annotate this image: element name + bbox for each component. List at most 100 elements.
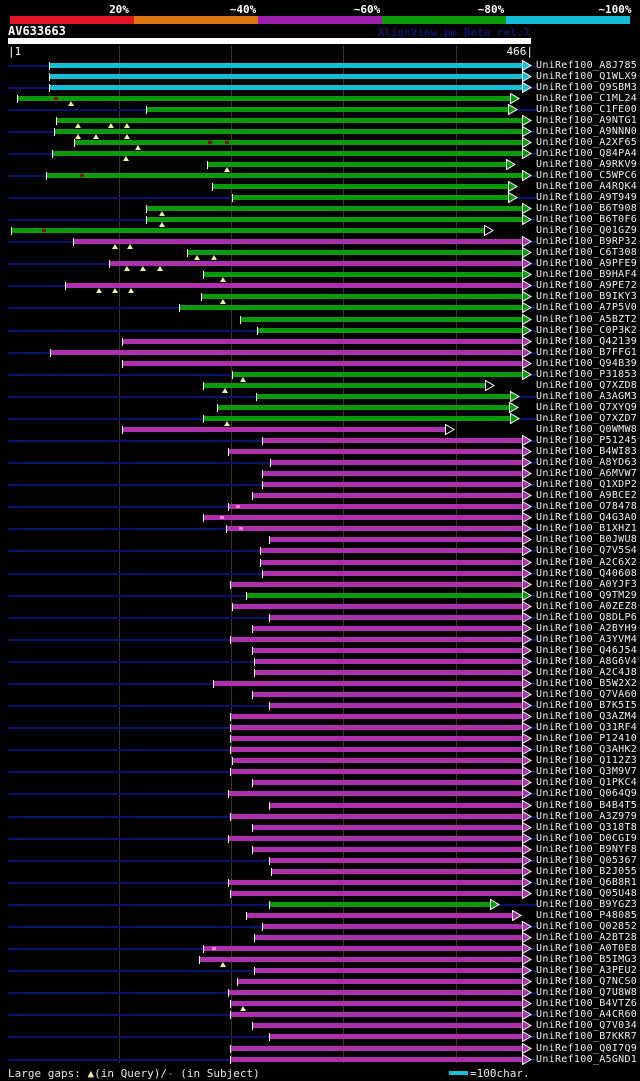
alignment-bar[interactable] bbox=[253, 1023, 522, 1028]
alignment-bar[interactable] bbox=[50, 85, 522, 90]
alignment-bar[interactable] bbox=[229, 990, 522, 995]
alignment-bar[interactable] bbox=[204, 383, 485, 388]
hit-label[interactable]: UniRef100_Q3AZM4 bbox=[536, 711, 638, 722]
hit-label[interactable]: UniRef100_B1XHZ1 bbox=[536, 523, 638, 534]
alignment-bar[interactable] bbox=[75, 140, 522, 145]
hit-label[interactable]: UniRef100_Q94B39 bbox=[536, 358, 638, 369]
alignment-bar[interactable] bbox=[47, 173, 522, 178]
hit-label[interactable]: UniRef100_Q05367 bbox=[536, 855, 638, 866]
alignment-bar[interactable] bbox=[255, 968, 522, 973]
alignment-bar[interactable] bbox=[231, 714, 522, 719]
alignment-bar[interactable] bbox=[123, 339, 522, 344]
alignment-bar[interactable] bbox=[213, 184, 508, 189]
alignment-bar[interactable] bbox=[257, 394, 510, 399]
hit-label[interactable]: UniRef100_A2C6X2 bbox=[536, 557, 638, 568]
alignment-bar[interactable] bbox=[227, 526, 522, 531]
hit-label[interactable]: UniRef100_A0YJF3 bbox=[536, 579, 638, 590]
alignment-bar[interactable] bbox=[51, 350, 522, 355]
hit-label[interactable]: UniRef100_Q7V034 bbox=[536, 1020, 638, 1031]
hit-label[interactable]: UniRef100_Q0WMW8 bbox=[536, 424, 638, 435]
alignment-bar[interactable] bbox=[270, 902, 490, 907]
hit-label[interactable]: UniRef100_Q1PKC4 bbox=[536, 777, 638, 788]
alignment-bar[interactable] bbox=[204, 515, 522, 520]
alignment-bar[interactable] bbox=[231, 1012, 522, 1017]
hit-label[interactable]: UniRef100_A2C4J8 bbox=[536, 667, 638, 678]
alignment-bar[interactable] bbox=[263, 924, 522, 929]
alignment-bar[interactable] bbox=[253, 780, 522, 785]
alignment-bar[interactable] bbox=[204, 272, 522, 277]
hit-label[interactable]: UniRef100_A4CR60 bbox=[536, 1009, 638, 1020]
hit-label[interactable]: UniRef100_A9RKV9 bbox=[536, 159, 638, 170]
hit-label[interactable]: UniRef100_P12410 bbox=[536, 733, 638, 744]
alignment-bar[interactable] bbox=[147, 217, 522, 222]
alignment-bar[interactable] bbox=[229, 791, 522, 796]
hit-label[interactable]: UniRef100_Q3M9V7 bbox=[536, 766, 638, 777]
alignment-bar[interactable] bbox=[261, 560, 522, 565]
alignment-bar[interactable] bbox=[247, 593, 522, 598]
hit-label[interactable]: UniRef100_Q9SBM3 bbox=[536, 82, 638, 93]
alignment-bar[interactable] bbox=[231, 769, 522, 774]
alignment-bar[interactable] bbox=[253, 648, 522, 653]
alignment-bar[interactable] bbox=[66, 283, 522, 288]
alignment-bar[interactable] bbox=[255, 659, 522, 664]
alignment-bar[interactable] bbox=[231, 1001, 522, 1006]
alignment-bar[interactable] bbox=[123, 427, 445, 432]
alignment-bar[interactable] bbox=[18, 96, 510, 101]
alignment-bar[interactable] bbox=[180, 305, 522, 310]
hit-label[interactable]: UniRef100_B9IKY3 bbox=[536, 291, 638, 302]
hit-label[interactable]: UniRef100_Q46J54 bbox=[536, 645, 638, 656]
hit-label[interactable]: UniRef100_B5IMG3 bbox=[536, 954, 638, 965]
alignment-bar[interactable] bbox=[270, 858, 522, 863]
alignment-bar[interactable] bbox=[258, 328, 522, 333]
alignment-bar[interactable] bbox=[50, 74, 522, 79]
hit-label[interactable]: UniRef100_Q064Q9 bbox=[536, 788, 638, 799]
hit-label[interactable]: UniRef100_A4RQK4 bbox=[536, 181, 638, 192]
alignment-bar[interactable] bbox=[208, 162, 506, 167]
hit-label[interactable]: UniRef100_B4VTZ6 bbox=[536, 998, 638, 1009]
hit-label[interactable]: UniRef100_A5BZT2 bbox=[536, 314, 638, 325]
alignment-bar[interactable] bbox=[74, 239, 522, 244]
hit-label[interactable]: UniRef100_Q42139 bbox=[536, 336, 638, 347]
hit-label[interactable]: UniRef100_Q7V5S4 bbox=[536, 545, 638, 556]
hit-label[interactable]: UniRef100_A3AGM3 bbox=[536, 391, 638, 402]
alignment-bar[interactable] bbox=[241, 317, 522, 322]
hit-label[interactable]: UniRef100_P51245 bbox=[536, 435, 638, 446]
hit-label[interactable]: UniRef100_D0CGI9 bbox=[536, 833, 638, 844]
alignment-bar[interactable] bbox=[255, 935, 522, 940]
hit-label[interactable]: UniRef100_C1ML24 bbox=[536, 93, 638, 104]
hit-label[interactable]: UniRef100_A3YVM4 bbox=[536, 634, 638, 645]
alignment-bar[interactable] bbox=[270, 703, 522, 708]
alignment-bar[interactable] bbox=[229, 880, 522, 885]
hit-label[interactable]: UniRef100_A8G6V4 bbox=[536, 656, 638, 667]
hit-label[interactable]: UniRef100_Q31RF4 bbox=[536, 722, 638, 733]
hit-label[interactable]: UniRef100_A8YD63 bbox=[536, 457, 638, 468]
alignment-bar[interactable] bbox=[270, 1034, 522, 1039]
alignment-bar[interactable] bbox=[57, 118, 522, 123]
hit-label[interactable]: UniRef100_Q05U48 bbox=[536, 888, 638, 899]
hit-label[interactable]: UniRef100_Q8DLP6 bbox=[536, 612, 638, 623]
hit-label[interactable]: UniRef100_A2XF65 bbox=[536, 137, 638, 148]
alignment-bar[interactable] bbox=[147, 206, 522, 211]
hit-label[interactable]: UniRef100_Q7VA60 bbox=[536, 689, 638, 700]
hit-label[interactable]: UniRef100_P48085 bbox=[536, 910, 638, 921]
alignment-bar[interactable] bbox=[247, 913, 512, 918]
hit-label[interactable]: UniRef100_A6MVW7 bbox=[536, 468, 638, 479]
hit-label[interactable]: UniRef100_Q3AHK2 bbox=[536, 744, 638, 755]
alignment-bar[interactable] bbox=[238, 979, 522, 984]
hit-label[interactable]: UniRef100_Q1XDP2 bbox=[536, 479, 638, 490]
hit-label[interactable]: UniRef100_B9HAF4 bbox=[536, 269, 638, 280]
hit-label[interactable]: UniRef100_Q112Z3 bbox=[536, 755, 638, 766]
alignment-bar[interactable] bbox=[231, 1057, 522, 1062]
hit-label[interactable]: UniRef100_Q9TM29 bbox=[536, 590, 638, 601]
hit-label[interactable]: UniRef100_Q7XYQ9 bbox=[536, 402, 638, 413]
alignment-bar[interactable] bbox=[270, 803, 522, 808]
alignment-bar[interactable] bbox=[253, 493, 522, 498]
alignment-bar[interactable] bbox=[214, 681, 522, 686]
alignment-bar[interactable] bbox=[231, 637, 522, 642]
alignment-bar[interactable] bbox=[263, 482, 522, 487]
alignment-bar[interactable] bbox=[255, 670, 522, 675]
alignment-bar[interactable] bbox=[231, 1046, 522, 1051]
alignment-bar[interactable] bbox=[12, 228, 484, 233]
hit-label[interactable]: UniRef100_B9YGZ3 bbox=[536, 899, 638, 910]
hit-label[interactable]: UniRef100_B6T0F6 bbox=[536, 214, 638, 225]
